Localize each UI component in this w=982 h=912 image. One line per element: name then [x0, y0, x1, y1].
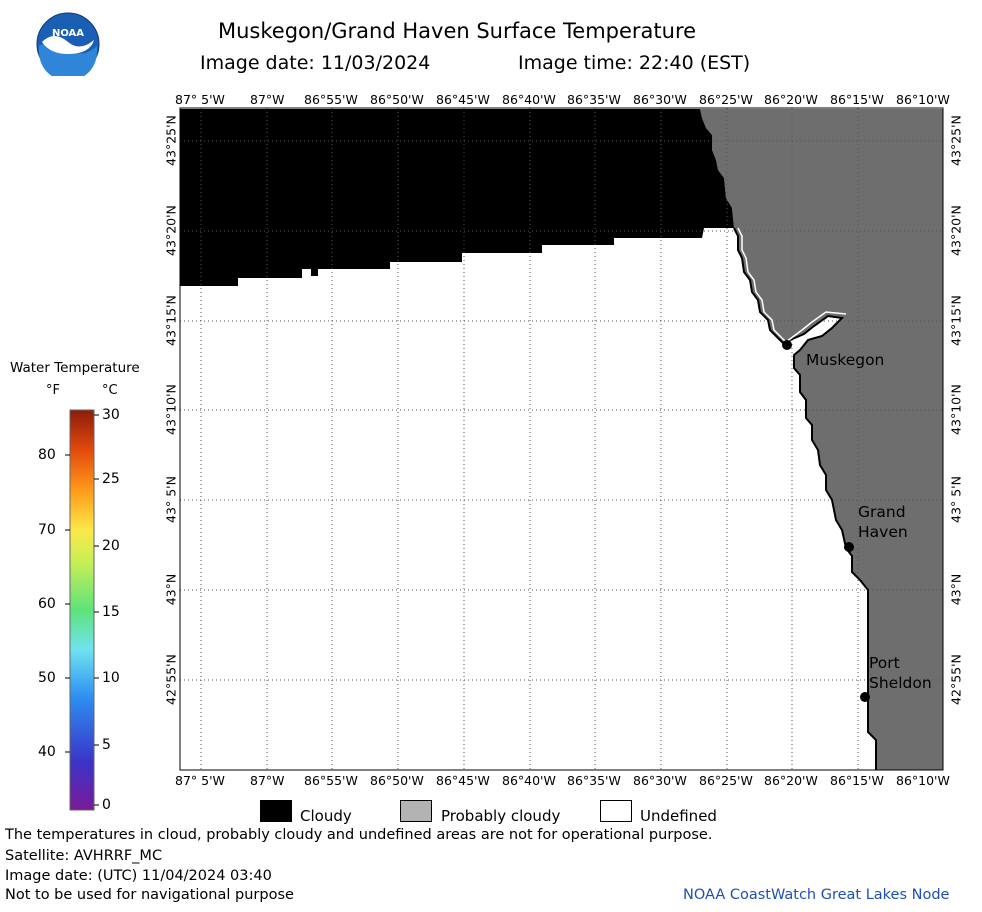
colorbar-unit-c: °C [102, 383, 118, 398]
lon-label-top: 86°15'W [830, 92, 884, 107]
colorbar-c-tick: 25 [102, 471, 120, 487]
lon-label-bottom: 86°45'W [436, 773, 490, 788]
muskegon-marker [782, 340, 792, 350]
lat-label-left: 43° 5'N [163, 476, 179, 523]
noaa-logo: NOAA [36, 12, 100, 81]
page-title: Muskegon/Grand Haven Surface Temperature [218, 19, 697, 43]
lon-label-bottom: 86°20'W [764, 773, 818, 788]
footer-satellite: Satellite: AVHRRF_MC [5, 848, 163, 864]
colorbar-c-tick: 0 [102, 797, 111, 813]
place-label-grand-haven-2: Haven [858, 523, 908, 541]
lat-label-left: 43°N [163, 573, 179, 606]
lon-label-top: 86°40'W [502, 92, 556, 107]
place-label-port-sheldon-1: Port [869, 654, 900, 672]
legend-swatch-probably-cloudy [400, 800, 432, 822]
colorbar [65, 409, 99, 811]
lon-label-top: 87°W [250, 92, 285, 107]
map-border [179, 107, 944, 771]
lon-label-top: 86°50'W [370, 92, 424, 107]
colorbar-gradient [69, 409, 95, 811]
lon-label-bottom: 86°35'W [567, 773, 621, 788]
colorbar-f-tick: 80 [38, 447, 56, 463]
logo-text: NOAA [52, 28, 84, 39]
colorbar-title: Water Temperature [10, 360, 140, 376]
lat-label-left: 43°10'N [163, 384, 179, 435]
lon-label-top: 86°30'W [633, 92, 687, 107]
lat-label-right: 42°55'N [948, 654, 964, 705]
cloudy-region [180, 109, 734, 286]
image-time: Image time: 22:40 (EST) [518, 52, 751, 74]
legend-swatch-cloudy [260, 800, 292, 822]
legend-label-undefined: Undefined [640, 807, 717, 825]
colorbar-c-tick: 10 [102, 670, 120, 686]
lon-label-top: 86°10'W [896, 92, 950, 107]
lon-label-bottom: 86°40'W [502, 773, 556, 788]
lat-label-left: 43°20'N [163, 205, 179, 256]
colorbar-f-tick: 60 [38, 596, 56, 612]
grand-haven-marker [844, 542, 854, 552]
lon-label-top: 86°25'W [699, 92, 753, 107]
footer-nav-warning: Not to be used for navigational purpose [5, 887, 294, 903]
probably-cloudy-region [700, 109, 943, 770]
lat-label-right: 43°20'N [948, 205, 964, 256]
lat-label-right: 43°10'N [948, 384, 964, 435]
colorbar-c-tick: 15 [102, 604, 120, 620]
colorbar-c-tick: 30 [102, 407, 120, 423]
lon-label-bottom: 86°55'W [304, 773, 358, 788]
lon-label-bottom: 86°50'W [370, 773, 424, 788]
legend-swatch-undefined [600, 800, 632, 822]
colorbar-f-tick: 50 [38, 670, 56, 686]
lat-label-right: 43°25'N [948, 115, 964, 166]
footer-utc-date: Image date: (UTC) 11/04/2024 03:40 [5, 868, 272, 884]
colorbar-f-tick: 40 [38, 744, 56, 760]
lon-label-bottom: 86°25'W [699, 773, 753, 788]
lon-label-top: 86°35'W [567, 92, 621, 107]
port-sheldon-marker [860, 692, 870, 702]
footer-disclaimer: The temperatures in cloud, probably clou… [5, 827, 713, 843]
place-label-port-sheldon-2: Sheldon [869, 674, 932, 692]
place-label-muskegon: Muskegon [806, 351, 885, 369]
footer-credit: NOAA CoastWatch Great Lakes Node [683, 887, 950, 903]
lat-label-left: 43°15'N [163, 295, 179, 346]
lon-label-bottom: 86°30'W [633, 773, 687, 788]
lon-label-bottom: 86°10'W [896, 773, 950, 788]
lon-label-top: 87° 5'W [175, 92, 225, 107]
lon-label-bottom: 86°15'W [830, 773, 884, 788]
colorbar-c-tick: 5 [102, 737, 111, 753]
place-label-grand-haven-1: Grand [858, 503, 906, 521]
noaa-logo-icon: NOAA [36, 12, 100, 81]
colorbar-f-tick: 70 [38, 522, 56, 538]
lon-label-top: 86°20'W [764, 92, 818, 107]
lon-label-top: 86°45'W [436, 92, 490, 107]
lon-label-bottom: 87°W [250, 773, 285, 788]
lat-label-right: 43° 5'N [948, 476, 964, 523]
colorbar-c-tick: 20 [102, 538, 120, 554]
image-date: Image date: 11/03/2024 [200, 52, 431, 74]
lon-label-top: 86°55'W [304, 92, 358, 107]
lon-label-bottom: 87° 5'W [175, 773, 225, 788]
coastline [733, 227, 877, 770]
lat-label-left: 42°55'N [163, 654, 179, 705]
colorbar-unit-f: °F [46, 383, 60, 398]
lat-label-right: 43°15'N [948, 295, 964, 346]
lat-label-left: 43°25'N [163, 115, 179, 166]
lat-label-right: 43°N [948, 573, 964, 606]
legend-label-cloudy: Cloudy [300, 807, 352, 825]
legend-label-probably-cloudy: Probably cloudy [441, 807, 561, 825]
